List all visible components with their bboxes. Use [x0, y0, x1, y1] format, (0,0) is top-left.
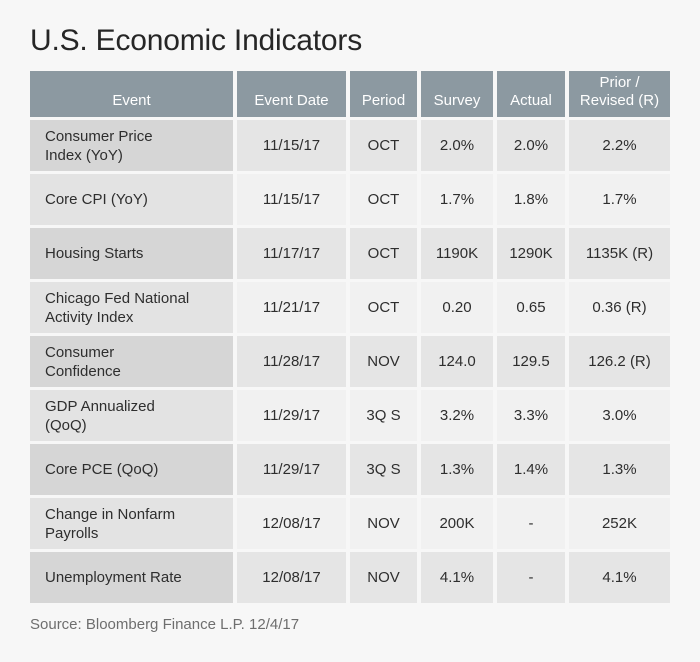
- cell-survey: 0.20: [421, 282, 493, 333]
- cell-event-date: 11/15/17: [237, 120, 346, 171]
- cell-event-date: 11/28/17: [237, 336, 346, 387]
- page-title: U.S. Economic Indicators: [30, 24, 362, 57]
- cell-period: NOV: [350, 336, 417, 387]
- cell-period: 3Q S: [350, 444, 417, 495]
- column-header-event: Event: [30, 71, 233, 117]
- cell-prior: 126.2 (R): [569, 336, 670, 387]
- cell-event: Consumer Price Index (YoY): [30, 120, 233, 171]
- cell-period: 3Q S: [350, 390, 417, 441]
- page: U.S. Economic Indicators Event Event Dat…: [30, 24, 670, 633]
- table-row: Housing Starts 11/17/17 OCT 1190K 1290K …: [30, 228, 670, 279]
- table-row: Consumer Price Index (YoY) 11/15/17 OCT …: [30, 120, 670, 171]
- indicators-table: Event Event Date Period Survey Actual Pr…: [30, 71, 670, 603]
- column-header-prior-revised: Prior / Revised (R): [569, 71, 670, 117]
- cell-event: Change in Nonfarm Payrolls: [30, 498, 233, 549]
- cell-prior: 0.36 (R): [569, 282, 670, 333]
- cell-prior: 4.1%: [569, 552, 670, 603]
- cell-survey: 1.7%: [421, 174, 493, 225]
- cell-event: GDP Annualized (QoQ): [30, 390, 233, 441]
- table-row: Unemployment Rate 12/08/17 NOV 4.1% - 4.…: [30, 552, 670, 603]
- table-row: Change in Nonfarm Payrolls 12/08/17 NOV …: [30, 498, 670, 549]
- column-header-survey: Survey: [421, 71, 493, 117]
- cell-event: Unemployment Rate: [30, 552, 233, 603]
- table-row: Consumer Confidence 11/28/17 NOV 124.0 1…: [30, 336, 670, 387]
- table-row: GDP Annualized (QoQ) 11/29/17 3Q S 3.2% …: [30, 390, 670, 441]
- cell-prior: 1.3%: [569, 444, 670, 495]
- cell-event-date: 12/08/17: [237, 498, 346, 549]
- cell-event: Core PCE (QoQ): [30, 444, 233, 495]
- cell-actual: 0.65: [497, 282, 565, 333]
- cell-survey: 1190K: [421, 228, 493, 279]
- cell-actual: -: [497, 498, 565, 549]
- cell-period: NOV: [350, 552, 417, 603]
- cell-event-date: 11/21/17: [237, 282, 346, 333]
- column-header-event-date: Event Date: [237, 71, 346, 117]
- cell-survey: 1.3%: [421, 444, 493, 495]
- table-row: Core PCE (QoQ) 11/29/17 3Q S 1.3% 1.4% 1…: [30, 444, 670, 495]
- cell-actual: 1.4%: [497, 444, 565, 495]
- cell-actual: 1.8%: [497, 174, 565, 225]
- cell-actual: 129.5: [497, 336, 565, 387]
- source-note: Source: Bloomberg Finance L.P. 12/4/17: [30, 616, 300, 633]
- cell-period: OCT: [350, 120, 417, 171]
- cell-survey: 2.0%: [421, 120, 493, 171]
- cell-prior: 252K: [569, 498, 670, 549]
- cell-event: Housing Starts: [30, 228, 233, 279]
- cell-event-date: 11/29/17: [237, 444, 346, 495]
- cell-prior: 1135K (R): [569, 228, 670, 279]
- cell-period: OCT: [350, 228, 417, 279]
- cell-survey: 4.1%: [421, 552, 493, 603]
- column-header-actual: Actual: [497, 71, 565, 117]
- cell-prior: 1.7%: [569, 174, 670, 225]
- cell-event-date: 12/08/17: [237, 552, 346, 603]
- cell-actual: 1290K: [497, 228, 565, 279]
- cell-period: NOV: [350, 498, 417, 549]
- cell-event: Consumer Confidence: [30, 336, 233, 387]
- cell-event-date: 11/17/17: [237, 228, 346, 279]
- table-header-row: Event Event Date Period Survey Actual Pr…: [30, 71, 670, 117]
- cell-survey: 3.2%: [421, 390, 493, 441]
- table-row: Core CPI (YoY) 11/15/17 OCT 1.7% 1.8% 1.…: [30, 174, 670, 225]
- cell-period: OCT: [350, 282, 417, 333]
- column-header-period: Period: [350, 71, 417, 117]
- cell-prior: 3.0%: [569, 390, 670, 441]
- cell-survey: 124.0: [421, 336, 493, 387]
- cell-actual: 3.3%: [497, 390, 565, 441]
- cell-event: Core CPI (YoY): [30, 174, 233, 225]
- cell-prior: 2.2%: [569, 120, 670, 171]
- cell-event-date: 11/29/17: [237, 390, 346, 441]
- cell-event: Chicago Fed National Activity Index: [30, 282, 233, 333]
- table-row: Chicago Fed National Activity Index 11/2…: [30, 282, 670, 333]
- cell-period: OCT: [350, 174, 417, 225]
- cell-survey: 200K: [421, 498, 493, 549]
- cell-actual: -: [497, 552, 565, 603]
- cell-event-date: 11/15/17: [237, 174, 346, 225]
- cell-actual: 2.0%: [497, 120, 565, 171]
